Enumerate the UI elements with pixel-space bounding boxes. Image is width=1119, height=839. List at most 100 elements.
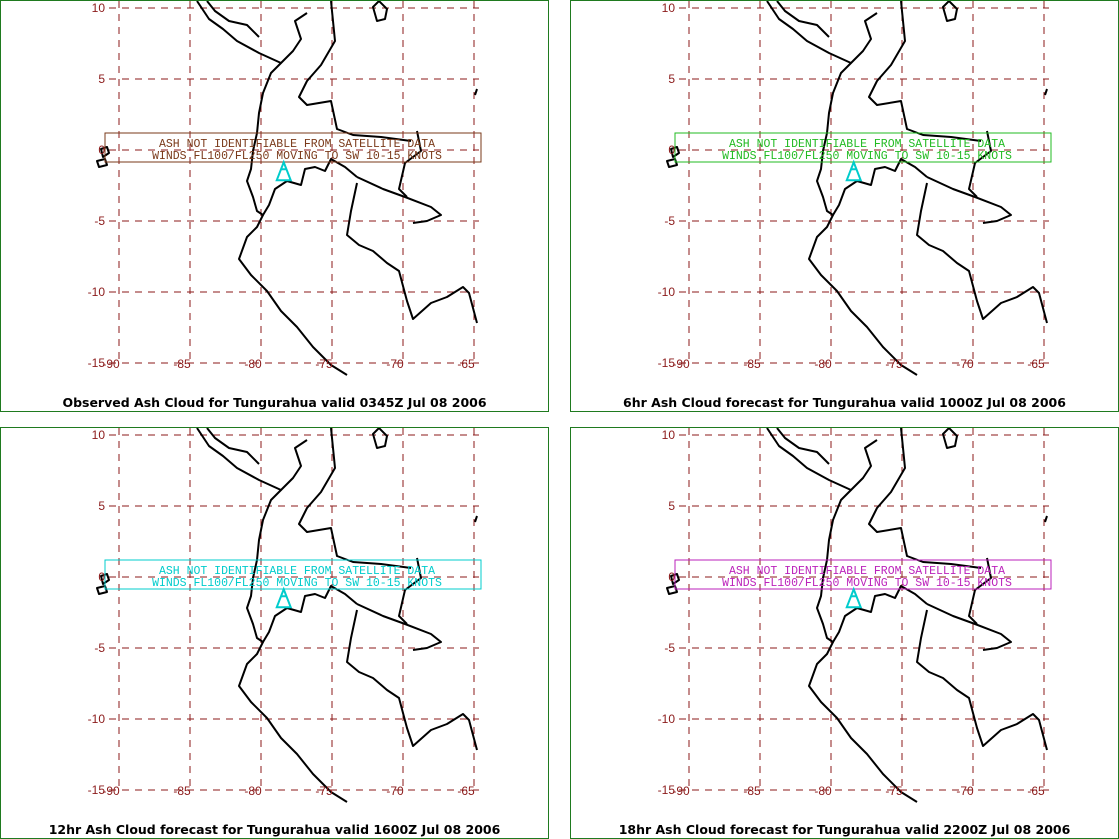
lon-tick-label: -70 xyxy=(956,784,974,798)
ash-map: 10 5 0 -5 -10 -15-90 -85 -80 -75 -70 -65 ASH NOT ID… xyxy=(88,428,482,803)
lon-tick-label: -75 xyxy=(315,357,333,371)
lat-tick-label: 5 xyxy=(668,499,675,513)
coastline-path xyxy=(1044,515,1048,523)
ash-winds-text: WINDS FL100/FL250 MOVING TO SW 10-15 KNO… xyxy=(152,150,442,163)
lon-tick-label: -90 xyxy=(672,357,690,371)
lon-tick-label: -80 xyxy=(244,357,262,371)
coastline-path xyxy=(346,609,478,751)
coastline-path xyxy=(776,1,830,38)
lat-tick-label: 0 xyxy=(98,570,105,584)
coastline-path xyxy=(968,557,992,625)
lat-tick-label: -10 xyxy=(88,712,106,726)
ash-status-text: ASH NOT IDENTIFIABLE FROM SATELLITE DATA xyxy=(729,138,1005,151)
lat-tick-label: 10 xyxy=(662,1,676,15)
ash-info-box: ASH NOT IDENTIFIABLE FROM SATELLITE DATA… xyxy=(104,559,482,590)
lon-tick-label: -85 xyxy=(743,357,761,371)
coastline-path xyxy=(808,641,918,803)
lon-tick-label: -75 xyxy=(885,784,903,798)
lon-tick-label: -90 xyxy=(102,784,120,798)
coastline-path xyxy=(766,1,878,64)
lon-tick-label: -75 xyxy=(315,784,333,798)
ash-winds-text: WINDS FL100/FL250 MOVING TO SW 10-15 KNO… xyxy=(722,150,1012,163)
lat-tick-label: 10 xyxy=(92,1,106,15)
lon-tick-label: -90 xyxy=(672,784,690,798)
coastline-path xyxy=(474,88,478,96)
lon-tick-label: -65 xyxy=(457,784,475,798)
ash-info-box: ASH NOT IDENTIFIABLE FROM SATELLITE DATA… xyxy=(674,559,1052,590)
lat-tick-label: 0 xyxy=(668,570,675,584)
coastline-path xyxy=(372,428,388,449)
ash-map: 10 5 0 -5 -10 -15-90 -85 -80 -75 -70 -65 ASH NOT ID… xyxy=(88,1,482,376)
coastline-path xyxy=(666,158,678,168)
volcano-triangle-icon xyxy=(845,586,863,609)
lon-tick-label: -80 xyxy=(814,357,832,371)
lat-tick-label: -5 xyxy=(94,641,105,655)
coastline-path xyxy=(868,428,982,569)
coastlines xyxy=(96,1,478,376)
lon-tick-label: -75 xyxy=(885,357,903,371)
lon-tick-label: -80 xyxy=(244,784,262,798)
coastline-path xyxy=(766,428,878,491)
lat-tick-label: 0 xyxy=(98,143,105,157)
ash-info-frame xyxy=(104,559,482,590)
map-panel-6hr: 10 5 0 -5 -10 -15 -90 -85 -80 -75 -70 -65 ASH NOT ID… xyxy=(570,0,1119,412)
coastline-path xyxy=(868,1,982,142)
ash-info-box: ASH NOT IDENTIFIABLE FROM SATELLITE DATA… xyxy=(104,132,482,163)
coastline-path xyxy=(298,1,412,142)
map-panel-12hr: 10 5 0 -5 -10 -15 -90 -85 -80 -75 -70 -65 ASH NOT ID… xyxy=(0,427,549,839)
graticule xyxy=(109,1,479,364)
coastline-path xyxy=(196,428,308,491)
lat-tick-label: -15 xyxy=(88,356,106,370)
volcano-triangle-icon xyxy=(845,159,863,182)
ash-map: 10 5 0 -5 -10 -15-90 -85 -80 -75 -70 -65 ASH NOT ID… xyxy=(658,428,1052,803)
ash-status-text: ASH NOT IDENTIFIABLE FROM SATELLITE DATA xyxy=(159,138,435,151)
panel-caption: 18hr Ash Cloud forecast for Tungurahua v… xyxy=(618,822,1071,837)
lat-tick-label: 5 xyxy=(98,499,105,513)
lat-tick-label: 10 xyxy=(662,428,676,442)
coastlines xyxy=(96,428,478,803)
ash-info-frame xyxy=(104,132,482,163)
coastline-path xyxy=(96,158,108,168)
lat-tick-label: -15 xyxy=(658,356,676,370)
coastline-path xyxy=(356,603,442,651)
lat-tick-label: -15 xyxy=(658,783,676,797)
lat-tick-label: -5 xyxy=(664,214,675,228)
coastline-path xyxy=(398,130,422,198)
coastline-path xyxy=(298,428,412,569)
coastline-path xyxy=(942,1,958,22)
lon-tick-label: -85 xyxy=(743,784,761,798)
lon-tick-label: -85 xyxy=(173,357,191,371)
coastlines xyxy=(666,1,1048,376)
coastline-path xyxy=(206,1,260,38)
ash-info-box: ASH NOT IDENTIFIABLE FROM SATELLITE DATA… xyxy=(674,132,1052,163)
coastline-path xyxy=(474,515,478,523)
map-panel-observed: 10 5 0 -5 -10 -15 -90 -85 -80 -75 -70 -65 ASH NOT ID… xyxy=(0,0,549,412)
panel-caption: 12hr Ash Cloud forecast for Tungurahua v… xyxy=(48,822,501,837)
lat-tick-label: 10 xyxy=(92,428,106,442)
graticule xyxy=(109,428,479,791)
coastline-path xyxy=(776,428,830,465)
lon-tick-label: -90 xyxy=(102,357,120,371)
ash-winds-text: WINDS FL100/FL250 MOVING TO SW 10-15 KNO… xyxy=(722,577,1012,590)
panel-caption: 6hr Ash Cloud forecast for Tungurahua va… xyxy=(623,395,1066,410)
graticule xyxy=(679,1,1049,364)
volcano-triangle-icon xyxy=(275,159,293,182)
coastline-path xyxy=(356,176,442,224)
ash-map: 10 5 0 -5 -10 -15-90 -85 -80 -75 -70 -65 ASH NOT ID… xyxy=(658,1,1052,376)
coastlines xyxy=(666,428,1048,803)
coastline-path xyxy=(666,585,678,595)
lat-tick-label: -15 xyxy=(88,783,106,797)
lon-tick-label: -70 xyxy=(386,357,404,371)
ash-info-frame xyxy=(674,559,1052,590)
lat-tick-label: 0 xyxy=(668,143,675,157)
coastline-path xyxy=(916,609,1048,751)
lon-tick-label: -70 xyxy=(956,357,974,371)
ash-status-text: ASH NOT IDENTIFIABLE FROM SATELLITE DATA xyxy=(159,565,435,578)
coastline-path xyxy=(196,1,308,64)
coastline-path xyxy=(206,428,260,465)
coastline-path xyxy=(346,182,478,324)
ash-status-text: ASH NOT IDENTIFIABLE FROM SATELLITE DATA xyxy=(729,565,1005,578)
lon-tick-label: -65 xyxy=(1027,357,1045,371)
coastline-path xyxy=(916,182,1048,324)
lat-tick-label: 5 xyxy=(668,72,675,86)
